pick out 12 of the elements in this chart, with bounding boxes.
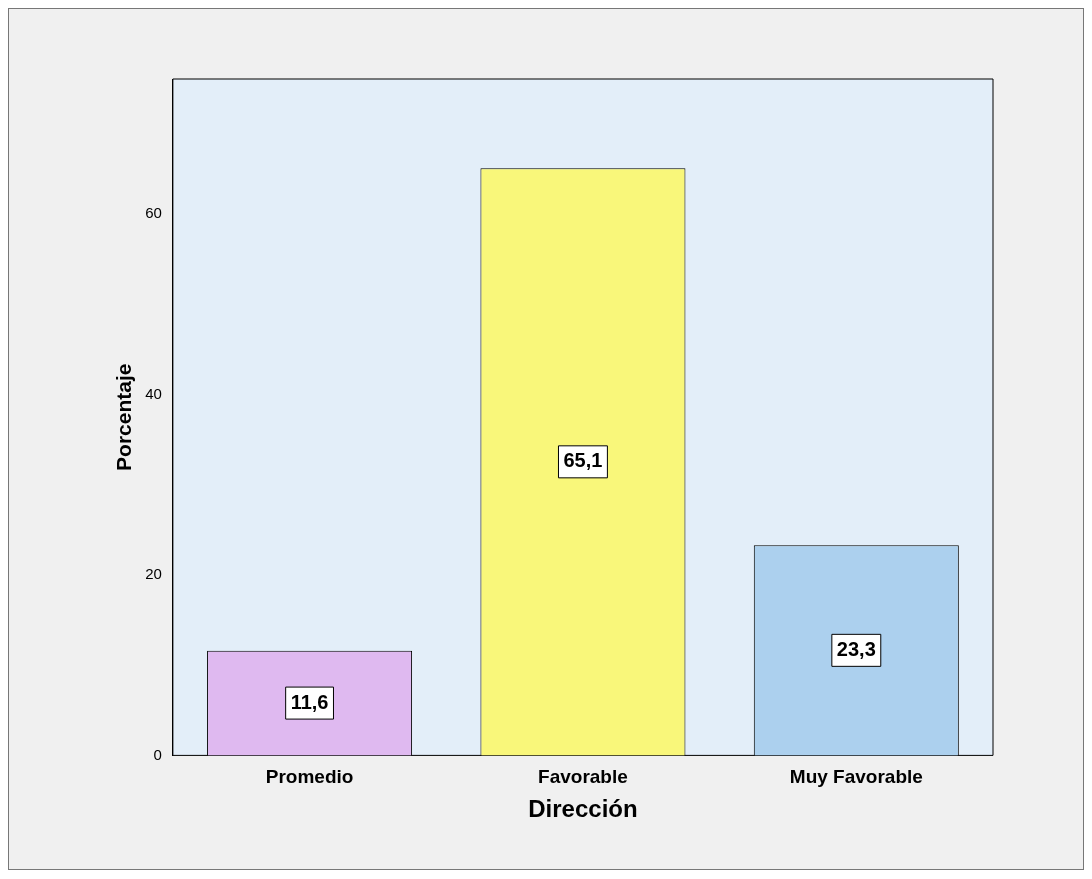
data-label: 65,1 xyxy=(563,449,603,472)
data-label: 11,6 xyxy=(290,690,329,713)
y-tick-label: 40 xyxy=(145,384,162,402)
x-tick-label: Muy Favorable xyxy=(789,766,923,788)
y-tick-label: 60 xyxy=(145,204,162,222)
x-tick-label: Favorable xyxy=(538,766,628,788)
y-tick-label: 0 xyxy=(153,745,162,763)
y-axis-title: Porcentaje xyxy=(112,363,136,471)
data-label: 23,3 xyxy=(836,637,876,660)
y-tick-label: 20 xyxy=(145,565,162,583)
x-tick-label: Promedio xyxy=(265,766,354,788)
x-axis-title: Dirección xyxy=(528,795,638,823)
